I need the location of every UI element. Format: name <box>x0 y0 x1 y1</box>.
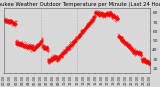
Title: Milwaukee Weather Outdoor Temperature per Minute (Last 24 Hours): Milwaukee Weather Outdoor Temperature pe… <box>0 2 160 7</box>
